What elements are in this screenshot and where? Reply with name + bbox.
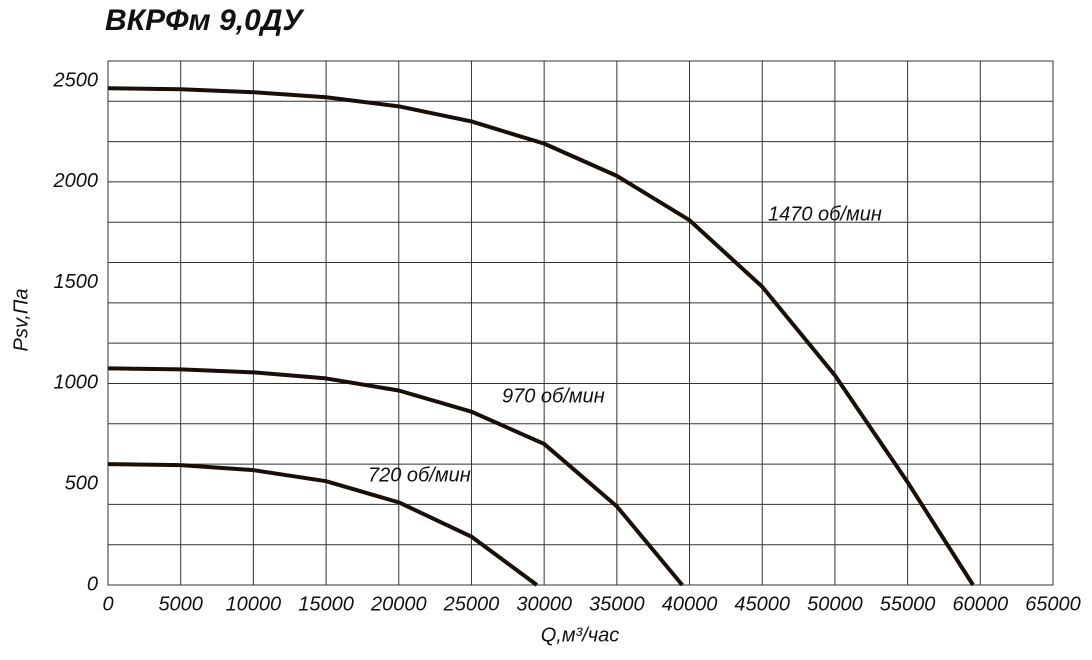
y-tick-label: 2000 — [53, 170, 99, 192]
y-tick-label: 1500 — [54, 271, 99, 293]
series-label: 1470 об/мин — [768, 203, 882, 225]
x-tick-label: 30000 — [516, 593, 572, 615]
x-tick-label: 40000 — [662, 593, 718, 615]
y-axis-label: Psv,Па — [10, 288, 32, 351]
x-tick-label: 60000 — [952, 593, 1008, 615]
x-tick-label: 10000 — [226, 593, 282, 615]
x-tick-label: 15000 — [298, 593, 354, 615]
series-label: 720 об/мин — [368, 464, 471, 486]
x-tick-label: 5000 — [158, 593, 203, 615]
x-tick-label: 35000 — [589, 593, 645, 615]
x-axis-label: Q,м³/час — [541, 624, 620, 646]
y-tick-label: 0 — [87, 573, 98, 595]
x-tick-label: 65000 — [1025, 593, 1081, 615]
x-tick-label: 55000 — [880, 593, 936, 615]
chart-title: ВКРФм 9,0ДУ — [105, 4, 305, 37]
plot-frame — [107, 60, 1054, 586]
curve — [107, 462, 539, 587]
y-tick-label: 1000 — [54, 372, 99, 394]
y-tick-label: 2500 — [53, 69, 99, 91]
x-tick-label: 20000 — [370, 593, 427, 615]
x-tick-label: 50000 — [807, 593, 863, 615]
curve — [107, 86, 975, 587]
x-tick-label: 0 — [102, 593, 113, 615]
series-label: 970 об/мин — [502, 385, 605, 407]
x-tick-label: 45000 — [734, 593, 790, 615]
y-tick-label: 500 — [65, 473, 98, 495]
curve — [107, 366, 684, 587]
x-tick-label: 25000 — [443, 593, 500, 615]
